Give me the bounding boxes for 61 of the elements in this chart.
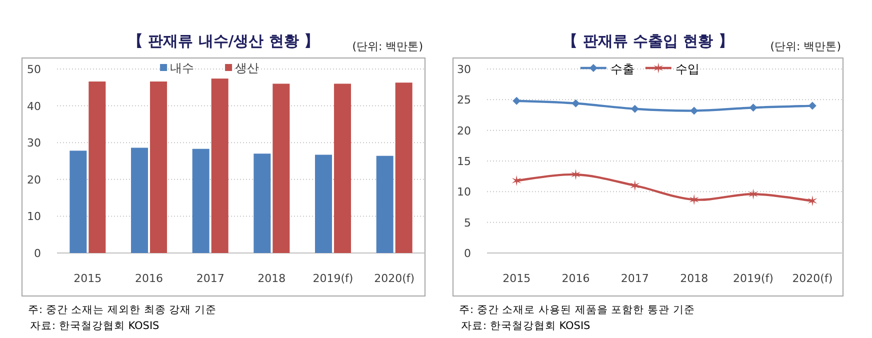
x-tick-label: 2017	[620, 272, 649, 285]
y-tick-label: 10	[457, 186, 471, 199]
point	[689, 194, 699, 206]
x-tick-label: 2020(f)	[374, 272, 415, 285]
point	[630, 180, 640, 192]
x-tick-label: 2018	[258, 272, 286, 285]
point	[690, 106, 698, 115]
bar	[395, 82, 412, 253]
legend-label: 수출	[610, 62, 634, 76]
bar	[70, 150, 87, 253]
text: (단위: 백만톤)	[352, 40, 423, 53]
y-tick-label: 0	[34, 247, 41, 260]
chart-title: 【 판재류 내수/생산 현황 】	[128, 32, 320, 50]
bar	[88, 82, 106, 253]
x-tick-label: 2015	[74, 272, 102, 285]
y-tick-label: 20	[27, 173, 41, 186]
y-tick-label: 10	[27, 210, 41, 224]
x-tick-label: 2016	[135, 272, 163, 285]
point	[749, 104, 758, 112]
x-tick-label: 2015	[502, 272, 531, 285]
x-tick-label: 2016	[562, 272, 590, 285]
y-tick-label: 40	[27, 100, 41, 113]
text: 자료: 한국철강협회 KOSIS	[461, 320, 591, 332]
x-tick-label: 2019(f)	[312, 272, 354, 285]
text: (단위: 백만톤)	[770, 40, 841, 53]
bar	[254, 154, 271, 253]
bar	[150, 82, 167, 253]
legend-label: 수입	[675, 62, 700, 76]
point	[808, 102, 816, 110]
y-tick-label: 30	[457, 63, 471, 76]
bar	[315, 154, 332, 253]
y-tick-label: 25	[457, 94, 471, 107]
point	[630, 104, 639, 113]
y-tick-label: 30	[27, 136, 41, 150]
y-tick-label: 0	[464, 247, 471, 260]
point	[512, 175, 522, 186]
point	[572, 99, 580, 108]
y-tick-label: 50	[27, 63, 41, 76]
legend-label: 내수	[170, 61, 194, 75]
point	[570, 168, 581, 180]
x-tick-label: 2020(f)	[792, 272, 833, 285]
x-tick-label: 2018	[680, 272, 708, 285]
bar	[376, 156, 394, 253]
bar	[272, 84, 290, 253]
legend-label: 생산	[235, 61, 260, 75]
bar	[334, 84, 351, 253]
text: 자료: 한국철강협회 KOSIS	[30, 320, 160, 332]
x-tick-label: 2017	[196, 272, 224, 285]
text: 주: 중간 소재로 사용된 제품을 포함한 통관 기준	[459, 304, 695, 316]
chart-title: 【 판재류 수출입 현황 】	[562, 32, 734, 50]
point	[808, 195, 818, 206]
bar	[192, 148, 210, 253]
point	[512, 96, 521, 105]
text: 주: 중간 소재는 제외한 최종 강재 기준	[28, 304, 217, 316]
bar	[131, 148, 148, 253]
point	[748, 188, 758, 200]
x-tick-label: 2019(f)	[733, 272, 774, 285]
y-tick-label: 20	[457, 124, 471, 138]
y-tick-label: 5	[464, 216, 471, 230]
bar	[211, 78, 228, 253]
y-tick-label: 15	[457, 155, 471, 168]
